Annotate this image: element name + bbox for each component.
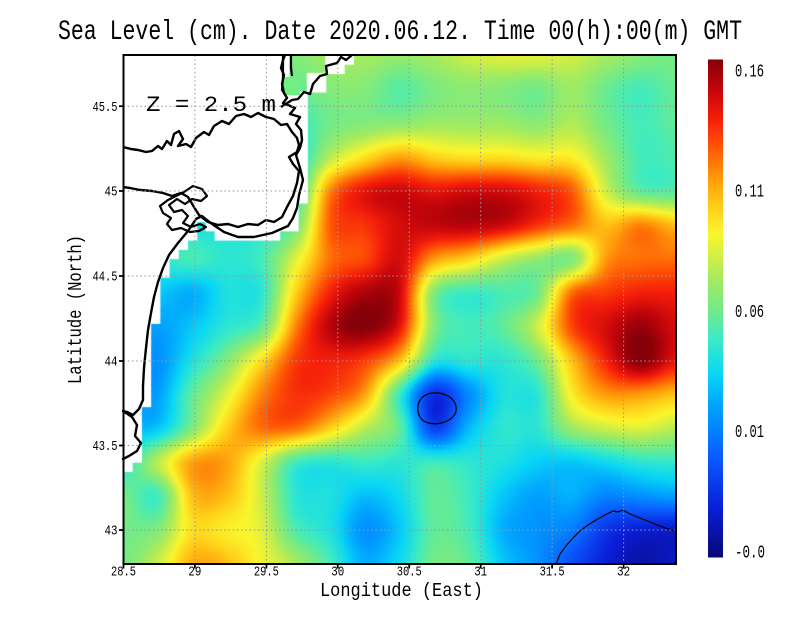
svg-text:30.5: 30.5 <box>397 565 422 581</box>
svg-text:43: 43 <box>105 524 118 540</box>
svg-text:29: 29 <box>188 565 201 581</box>
svg-text:0.01: 0.01 <box>735 423 764 443</box>
svg-text:31: 31 <box>474 565 487 581</box>
svg-text:0.16: 0.16 <box>735 63 764 83</box>
svg-text:45.5: 45.5 <box>93 100 118 116</box>
svg-text:30: 30 <box>331 565 344 581</box>
svg-text:Longitude (East): Longitude (East) <box>320 580 483 602</box>
svg-text:28.5: 28.5 <box>111 565 136 581</box>
svg-text:0.06: 0.06 <box>735 303 764 323</box>
svg-text:44.5: 44.5 <box>93 270 118 286</box>
svg-text:Latitude (North): Latitude (North) <box>65 235 87 384</box>
svg-text:44: 44 <box>105 355 118 371</box>
svg-text:31.5: 31.5 <box>540 565 565 581</box>
svg-text:0.11: 0.11 <box>735 183 764 203</box>
svg-text:Sea Level (cm). Date 2020.06.1: Sea Level (cm). Date 2020.06.12. Time 00… <box>58 17 742 48</box>
svg-text:-0.0: -0.0 <box>735 544 765 564</box>
svg-text:Z = 2.5 m: Z = 2.5 m <box>146 93 276 118</box>
svg-text:29.5: 29.5 <box>254 565 279 581</box>
svg-text:45: 45 <box>105 185 118 201</box>
svg-text:43.5: 43.5 <box>93 439 118 455</box>
svg-text:32: 32 <box>617 565 630 581</box>
